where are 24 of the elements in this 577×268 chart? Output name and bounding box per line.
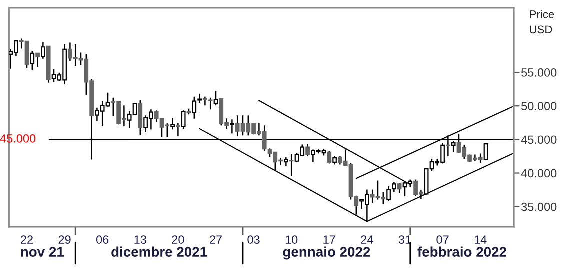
x-tick-label: 22 xyxy=(21,236,33,244)
x-tick-label: 24 xyxy=(361,236,374,244)
y-axis-title: Price USD xyxy=(530,10,554,34)
y-tick-label: 50.000 xyxy=(522,102,557,110)
y-tick-label: 45.000 xyxy=(521,136,557,144)
x-tick-label: 31 xyxy=(398,236,411,244)
x-tick-label: 14 xyxy=(474,236,487,244)
text: febbraio 2022 xyxy=(418,246,506,257)
x-tick-label: 17 xyxy=(324,236,336,244)
x-tick-label: 29 xyxy=(58,236,71,244)
x-tick-label: 27 xyxy=(210,236,222,244)
y-tick-label: 55.000 xyxy=(522,68,557,77)
x-tick-label: 03 xyxy=(248,236,260,244)
x-tick-label: 06 xyxy=(96,236,109,244)
ref-line-label: 45.000 xyxy=(0,134,36,143)
text: dicembre 2021 xyxy=(112,246,208,257)
y-tick-label: 35.000 xyxy=(522,202,557,212)
x-tick-label: 13 xyxy=(134,236,146,244)
text: nov 21 xyxy=(21,247,64,257)
x-tick-label: 07 xyxy=(436,236,449,244)
x-tick-label: 10 xyxy=(286,236,298,244)
text: gennaio 2022 xyxy=(283,246,370,260)
y-tick-label: 40.000 xyxy=(521,169,557,178)
x-tick-label: 20 xyxy=(172,236,184,244)
